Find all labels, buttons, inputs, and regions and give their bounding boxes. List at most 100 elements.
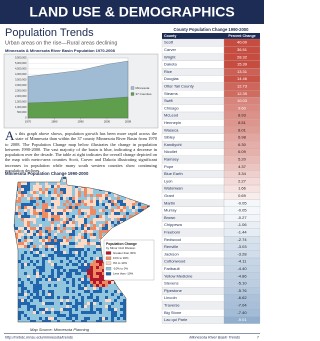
map-cell bbox=[63, 197, 66, 200]
map-cell bbox=[129, 323, 132, 326]
map-cell bbox=[147, 209, 150, 212]
map-cell bbox=[51, 293, 54, 296]
map-cell bbox=[63, 221, 66, 224]
map-cell bbox=[93, 281, 96, 284]
table-value: -3.28 bbox=[237, 251, 247, 256]
map-cell bbox=[21, 224, 24, 227]
map-cell bbox=[45, 323, 48, 326]
map-cell bbox=[150, 182, 153, 185]
map-cell bbox=[14, 260, 15, 263]
map-cell bbox=[42, 177, 45, 179]
map-cell bbox=[36, 290, 39, 293]
map-cell bbox=[126, 215, 129, 218]
map-cell bbox=[87, 230, 90, 233]
map-cell bbox=[114, 206, 117, 209]
map-cell bbox=[90, 302, 93, 305]
map-cell bbox=[60, 299, 63, 302]
map-cell bbox=[42, 206, 45, 209]
map-cell bbox=[102, 206, 105, 209]
map-cell bbox=[81, 179, 84, 182]
map-cell bbox=[21, 179, 24, 182]
map-cell bbox=[102, 194, 105, 197]
map-cell bbox=[96, 194, 99, 197]
map-cell bbox=[75, 281, 78, 284]
map-cell bbox=[114, 203, 117, 206]
map-cell bbox=[81, 242, 84, 245]
map-cell bbox=[51, 317, 54, 320]
map-cell bbox=[108, 194, 111, 197]
map-legend-title: Population Change bbox=[106, 242, 137, 246]
map-cell bbox=[15, 188, 18, 191]
map-cell bbox=[14, 236, 15, 239]
map-cell bbox=[51, 302, 54, 305]
map-cell bbox=[96, 323, 99, 326]
map-cell bbox=[105, 203, 108, 206]
map-cell bbox=[21, 311, 24, 314]
map-cell bbox=[48, 197, 51, 200]
map-cell bbox=[30, 281, 33, 284]
map-cell bbox=[36, 293, 39, 296]
map-cell bbox=[36, 317, 39, 320]
map-cell bbox=[60, 197, 63, 200]
map-cell bbox=[87, 320, 90, 322]
map-cell bbox=[60, 275, 63, 278]
map-cell bbox=[18, 296, 21, 299]
map-cell bbox=[27, 266, 30, 269]
map-cell bbox=[14, 320, 15, 322]
map-cell bbox=[99, 236, 102, 239]
map-cell bbox=[33, 254, 36, 257]
map-cell bbox=[150, 317, 153, 320]
map-cell bbox=[30, 272, 33, 275]
map-cell bbox=[108, 281, 111, 284]
map-cell bbox=[42, 311, 45, 314]
map-cell bbox=[93, 305, 96, 308]
map-cell bbox=[114, 302, 117, 305]
map-cell bbox=[147, 287, 150, 290]
map-cell bbox=[84, 251, 87, 254]
table-value: 6.98 bbox=[238, 135, 247, 140]
map-cell bbox=[108, 317, 111, 320]
map-cell bbox=[54, 299, 57, 302]
map-cell bbox=[15, 296, 18, 299]
map-cell bbox=[60, 221, 63, 224]
map-cell bbox=[138, 197, 141, 200]
map-cell bbox=[15, 200, 18, 203]
map-cell bbox=[39, 290, 42, 293]
map-cell bbox=[60, 302, 63, 305]
map-cell bbox=[147, 317, 150, 320]
map-cell bbox=[123, 197, 126, 200]
map-cell bbox=[87, 236, 90, 239]
map-cell bbox=[135, 323, 138, 326]
map-cell bbox=[18, 317, 21, 320]
map-cell bbox=[27, 299, 30, 302]
map-cell bbox=[141, 230, 144, 233]
map-cell bbox=[27, 212, 30, 215]
map-cell bbox=[78, 177, 81, 179]
map-cell bbox=[78, 308, 81, 311]
table-value: 3.34 bbox=[238, 171, 247, 176]
map-cell bbox=[33, 179, 36, 182]
map-cell bbox=[51, 203, 54, 206]
map-cell bbox=[87, 206, 90, 209]
map-cell bbox=[81, 194, 84, 197]
map-cell bbox=[129, 230, 132, 233]
map-cell bbox=[45, 194, 48, 197]
map-cell bbox=[141, 179, 144, 182]
map-cell bbox=[54, 296, 57, 299]
map-cell bbox=[75, 311, 78, 314]
map-cell bbox=[78, 287, 81, 290]
map-cell bbox=[39, 311, 42, 314]
table-county: Lyon bbox=[164, 178, 173, 183]
map-cell bbox=[81, 323, 84, 326]
map-cell bbox=[63, 218, 66, 221]
map-cell bbox=[129, 293, 132, 296]
map-cell bbox=[99, 263, 102, 266]
map-cell bbox=[36, 266, 39, 269]
body-paragraph: As this graph above shows, population gr… bbox=[5, 128, 157, 174]
map-cell bbox=[138, 203, 141, 206]
map-cell bbox=[126, 314, 129, 317]
map-cell bbox=[102, 317, 105, 320]
subtitle: Urban areas on the rise—Rural areas decl… bbox=[5, 40, 117, 46]
map-cell bbox=[45, 278, 48, 281]
table-value: -0.05 bbox=[237, 200, 247, 205]
